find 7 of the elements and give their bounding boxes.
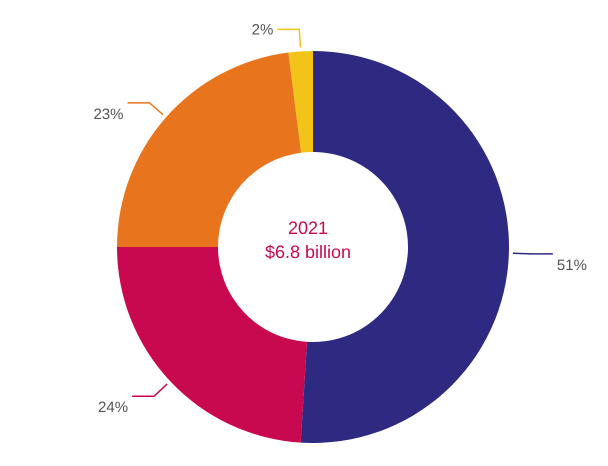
text: $6.8 billion	[264, 241, 352, 264]
data-label: 24%	[98, 399, 128, 416]
data-label: 51%	[556, 256, 587, 274]
data-label: 23%	[93, 106, 124, 123]
text: 2021	[286, 217, 330, 240]
donut-slice	[288, 51, 313, 153]
data-label: 2%	[252, 21, 274, 38]
